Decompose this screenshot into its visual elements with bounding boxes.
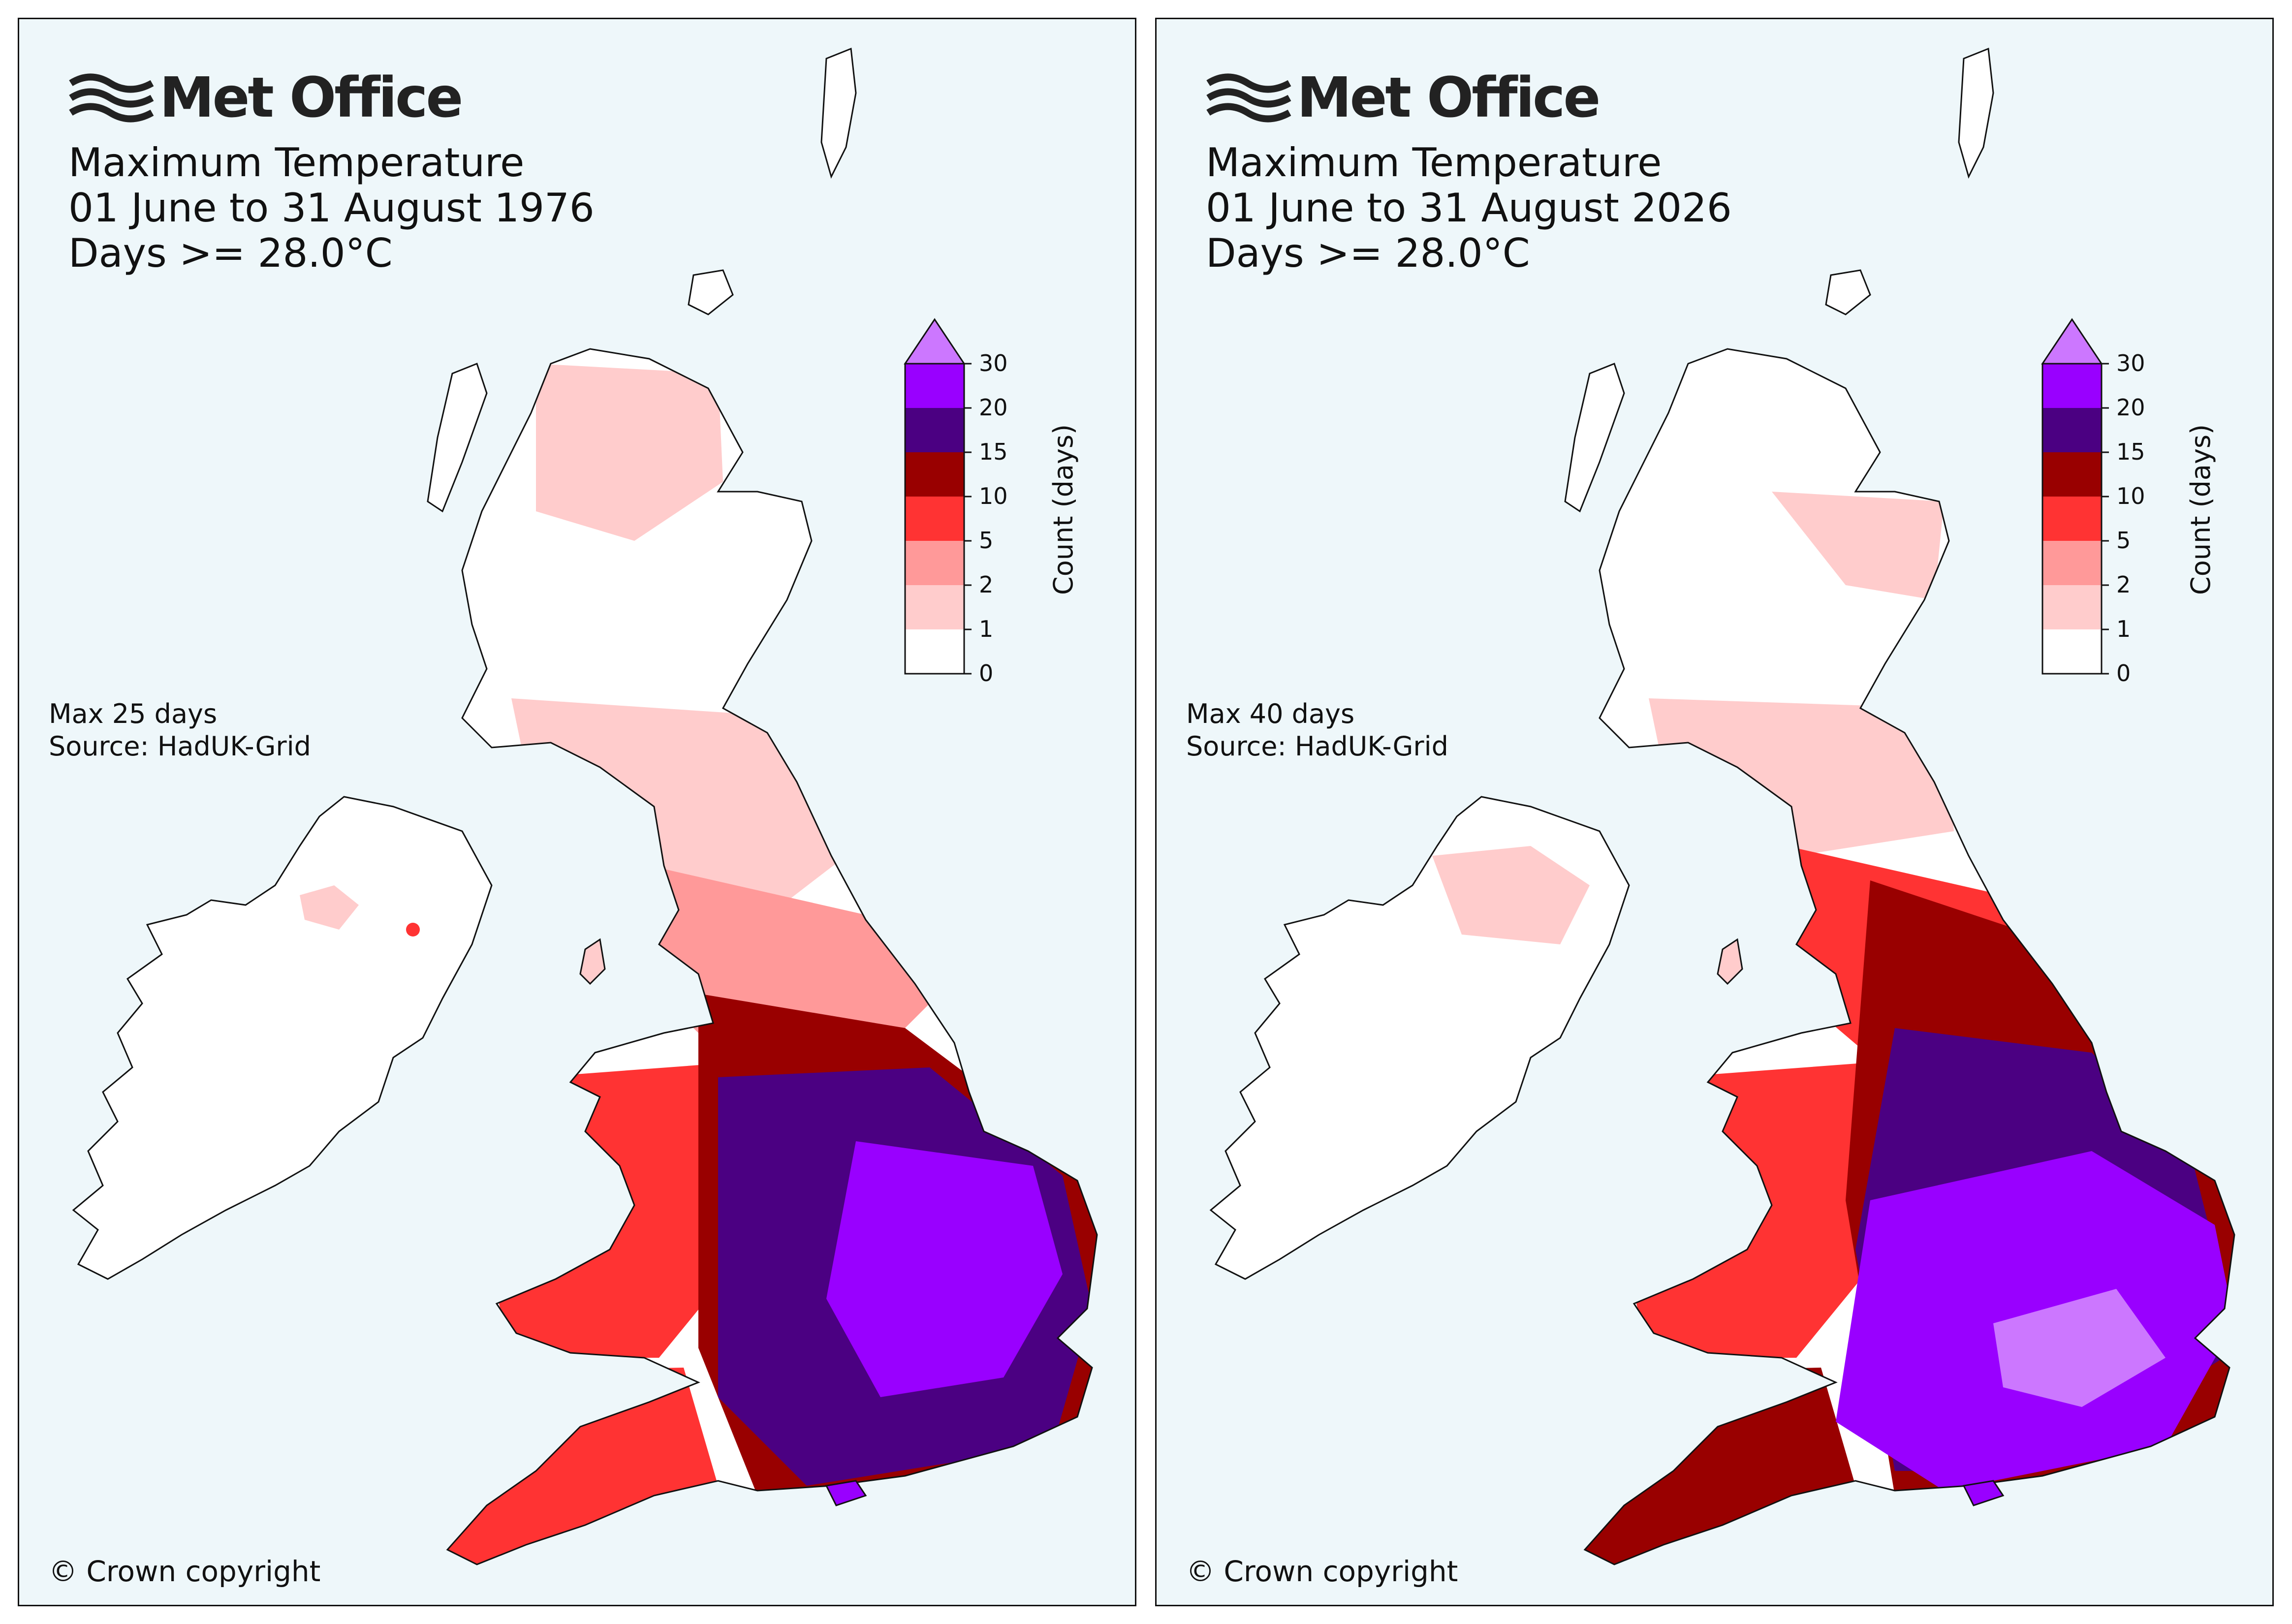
map-title: Maximum Temperature	[68, 140, 525, 186]
gb-coastline	[1583, 348, 2235, 1565]
bin-20-30	[2042, 364, 2102, 408]
threshold: Days >= 28.0°C	[68, 230, 393, 276]
tick-label: 20	[979, 394, 1008, 421]
colorbar-label: Count (days)	[2185, 424, 2216, 595]
map-panel-1976: Met Office Maximum Temperature 01 June t…	[18, 18, 1136, 1606]
tick-label: 0	[979, 660, 994, 687]
uk-map-2026	[1209, 47, 2235, 1565]
bin-5-10	[2042, 497, 2102, 541]
bin-1-2	[905, 585, 964, 629]
map-title: Maximum Temperature	[1206, 140, 1662, 186]
bin-10-15	[2042, 452, 2102, 497]
tick-label: 5	[979, 527, 994, 554]
colorbar: 30 20 15 10 5 2 1 0 Count (days)	[904, 318, 1112, 703]
copyright: © Crown copyright	[49, 1555, 321, 1588]
tick-label: 30	[979, 350, 1008, 376]
bin-2-5	[905, 541, 964, 585]
central-belt-pink	[511, 698, 846, 905]
tick-label: 20	[2116, 394, 2145, 421]
hebrides-islands	[1564, 363, 1625, 513]
ni-warm-patch	[1432, 846, 1590, 944]
hebrides-islands	[427, 363, 488, 513]
bin-15-20	[2042, 408, 2102, 452]
date-range: 01 June to 31 August 1976	[68, 185, 595, 231]
data-source: Source: HadUK-Grid	[49, 731, 311, 762]
bin-1-2	[2042, 585, 2102, 629]
tick-label: 1	[979, 616, 994, 642]
max-days: Max 40 days	[1186, 698, 1355, 729]
tick-label: 30	[2116, 350, 2145, 376]
threshold: Days >= 28.0°C	[1206, 230, 1530, 276]
brand-name: Met Office	[1297, 66, 1601, 130]
sw-darkred	[1585, 1368, 1855, 1564]
met-office-logo: Met Office	[1206, 66, 1601, 130]
isle-of-wight	[1962, 1480, 2005, 1506]
tick-label: 5	[2116, 527, 2131, 554]
ireland-landmass	[72, 796, 493, 1280]
brand-name: Met Office	[159, 66, 463, 130]
tick-label: 1	[2116, 616, 2131, 642]
orkney-islands	[688, 269, 734, 315]
ne-scotland-pink	[1772, 492, 1944, 600]
colorbar: 30 20 15 10 5 2 1 0 Count (days)	[2041, 318, 2249, 703]
bin-0-1	[905, 629, 964, 674]
uk-map-1976	[72, 47, 1098, 1565]
shetland-islands	[1958, 47, 1994, 179]
highlands-pink	[536, 364, 723, 541]
bin-2-5	[2042, 541, 2102, 585]
shetland-islands	[820, 47, 857, 179]
bin-5-10	[905, 497, 964, 541]
tick-label: 2	[979, 571, 994, 598]
met-office-waves-icon	[1206, 73, 1291, 123]
met-office-logo: Met Office	[68, 66, 463, 130]
tick-label: 0	[2116, 660, 2131, 687]
data-source: Source: HadUK-Grid	[1186, 731, 1448, 762]
ni-warm-patch	[300, 885, 359, 930]
ireland-landmass	[1209, 796, 1630, 1280]
colorbar-extend-arrow	[904, 318, 966, 365]
copyright: © Crown copyright	[1186, 1555, 1458, 1588]
bin-0-1	[2042, 629, 2102, 674]
tick-label: 10	[979, 483, 1008, 509]
max-days: Max 25 days	[49, 698, 218, 729]
tick-label: 10	[2116, 483, 2145, 509]
isle-of-man	[1717, 938, 1743, 985]
gb-coastline	[446, 348, 1098, 1565]
ni-hotspot	[406, 923, 420, 937]
tick-label: 15	[2116, 438, 2145, 465]
colorbar-label: Count (days)	[1048, 424, 1079, 595]
tick-label: 2	[2116, 571, 2131, 598]
isle-of-wight	[825, 1480, 867, 1506]
date-range: 01 June to 31 August 2026	[1206, 185, 1732, 231]
colorbar-swatches	[904, 318, 972, 675]
isle-of-man	[579, 938, 606, 985]
orkney-islands	[1825, 269, 1871, 315]
bin-15-20	[905, 408, 964, 452]
central-belt-pink	[1649, 698, 1954, 856]
se-lilac	[1993, 1289, 2166, 1407]
tick-label: 15	[979, 438, 1008, 465]
met-office-waves-icon	[69, 73, 154, 123]
sw-red	[447, 1368, 718, 1564]
bin-10-15	[905, 452, 964, 497]
map-panel-2026: Met Office Maximum Temperature 01 June t…	[1155, 18, 2274, 1606]
colorbar-extend-arrow	[2041, 318, 2103, 365]
colorbar-swatches	[2041, 318, 2109, 675]
bin-20-30	[905, 364, 964, 408]
se-violet	[826, 1141, 1063, 1397]
